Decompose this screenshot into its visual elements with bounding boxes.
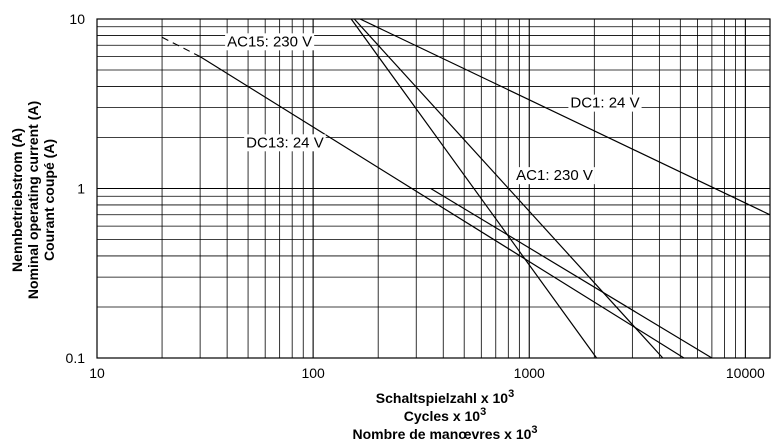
y-tick-label: 1 <box>77 181 85 197</box>
y-tick-label: 0.1 <box>66 350 86 366</box>
x-tick-label: 10000 <box>726 365 765 381</box>
tick-labels: 10 100 1000 10000 0.1 1 10 <box>66 11 766 381</box>
y-axis-title: Nennbetriebstrom (A) <box>9 128 25 272</box>
series-label-dc1-24-v: DC1: 24 V <box>570 95 639 112</box>
x-tick-label: 100 <box>301 365 325 381</box>
series-label-bg-dc13-24-v <box>244 134 326 152</box>
x-axis-title-line-2: Cycles x 103 <box>404 406 486 424</box>
series-line-unlabeled <box>430 187 713 359</box>
series-label-bg-dc1-24-v <box>568 94 642 112</box>
grid-lines <box>97 19 770 358</box>
x-tick-label: 1000 <box>514 365 545 381</box>
series-line-dc13-24-v-dashed <box>161 36 201 58</box>
plot-frame <box>96 18 771 359</box>
y-axis-title-3: Courant coupé (A) <box>41 139 57 261</box>
y-axis-title-line-1: Nennbetriebstrom (A) <box>9 128 25 272</box>
series-line-ac1-230-v <box>353 18 664 359</box>
x-tick-label: 10 <box>89 365 105 381</box>
series-labels: AC15: 230 V DC1: 24 V AC1: 230 V DC13: 24 V <box>225 33 642 185</box>
y-axis-title-2: Nominal operating current (A) <box>25 101 41 299</box>
series-label-bg-ac15-230-v <box>225 33 315 51</box>
series-line-dc1-24-v <box>359 18 771 216</box>
x-axis-title-line-1: Schaltspielzahl x 103 <box>376 388 514 406</box>
y-tick-label: 10 <box>69 11 85 27</box>
series-line-ac15-230-v <box>350 18 598 359</box>
x-axis-title-line-3: Nombre de manœvres x 103 <box>352 424 537 442</box>
series-layer <box>161 18 771 359</box>
series-label-ac15-230-v: AC15: 230 V <box>227 33 312 50</box>
series-label-bg-ac1-230-v <box>514 167 595 185</box>
series-label-ac1-230-v: AC1: 230 V <box>516 167 593 184</box>
y-axis-title-line-3: Courant coupé (A) <box>41 139 57 261</box>
y-axis-title-line-2: Nominal operating current (A) <box>25 101 41 299</box>
series-line-dc13-24-v <box>199 56 685 359</box>
series-label-dc13-24-v: DC13: 24 V <box>246 134 324 151</box>
